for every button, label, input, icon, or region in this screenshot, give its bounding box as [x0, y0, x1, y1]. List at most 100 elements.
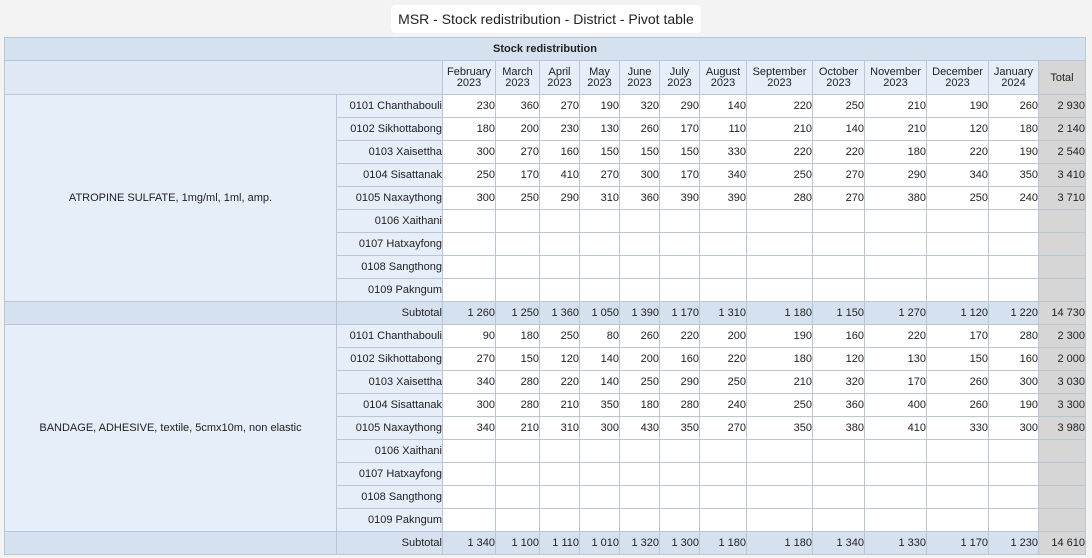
value-cell[interactable]: 310	[579, 186, 620, 210]
value-cell[interactable]: 270	[442, 347, 496, 371]
value-cell[interactable]	[812, 439, 865, 463]
value-cell[interactable]: 130	[864, 347, 927, 371]
value-cell[interactable]: 210	[746, 117, 813, 141]
value-cell[interactable]	[812, 508, 865, 532]
value-cell[interactable]: 110	[699, 117, 747, 141]
value-cell[interactable]	[988, 508, 1039, 532]
value-cell[interactable]	[926, 209, 989, 233]
month-header[interactable]: April 2023	[539, 60, 580, 95]
value-cell[interactable]: 330	[699, 140, 747, 164]
value-cell[interactable]	[539, 462, 580, 486]
value-cell[interactable]	[699, 462, 747, 486]
value-cell[interactable]: 340	[442, 370, 496, 394]
value-cell[interactable]: 300	[988, 416, 1039, 440]
value-cell[interactable]: 250	[812, 94, 865, 118]
value-cell[interactable]: 360	[619, 186, 660, 210]
value-cell[interactable]	[746, 255, 813, 279]
value-cell[interactable]: 350	[579, 393, 620, 417]
value-cell[interactable]: 270	[539, 94, 580, 118]
value-cell[interactable]: 150	[659, 140, 700, 164]
value-cell[interactable]	[495, 232, 540, 256]
value-cell[interactable]: 170	[926, 324, 989, 348]
value-cell[interactable]: 320	[619, 94, 660, 118]
month-header[interactable]: August 2023	[699, 60, 747, 95]
value-cell[interactable]	[864, 485, 927, 509]
value-cell[interactable]	[495, 255, 540, 279]
value-cell[interactable]: 250	[746, 393, 813, 417]
value-cell[interactable]: 300	[442, 140, 496, 164]
value-cell[interactable]: 250	[442, 163, 496, 187]
value-cell[interactable]: 360	[495, 94, 540, 118]
value-cell[interactable]: 170	[659, 117, 700, 141]
value-cell[interactable]	[988, 232, 1039, 256]
value-cell[interactable]	[812, 232, 865, 256]
value-cell[interactable]: 160	[812, 324, 865, 348]
value-cell[interactable]: 190	[926, 94, 989, 118]
value-cell[interactable]: 140	[699, 94, 747, 118]
value-cell[interactable]	[619, 209, 660, 233]
value-cell[interactable]: 280	[659, 393, 700, 417]
value-cell[interactable]: 250	[619, 370, 660, 394]
value-cell[interactable]: 220	[812, 140, 865, 164]
value-cell[interactable]: 300	[442, 393, 496, 417]
value-cell[interactable]	[442, 209, 496, 233]
value-cell[interactable]: 300	[988, 370, 1039, 394]
value-cell[interactable]	[746, 439, 813, 463]
value-cell[interactable]: 250	[746, 163, 813, 187]
value-cell[interactable]	[539, 485, 580, 509]
value-cell[interactable]	[699, 209, 747, 233]
value-cell[interactable]	[988, 209, 1039, 233]
value-cell[interactable]: 190	[746, 324, 813, 348]
value-cell[interactable]	[926, 462, 989, 486]
value-cell[interactable]: 260	[619, 324, 660, 348]
value-cell[interactable]: 280	[495, 370, 540, 394]
value-cell[interactable]: 210	[864, 94, 927, 118]
value-cell[interactable]: 230	[442, 94, 496, 118]
value-cell[interactable]: 80	[579, 324, 620, 348]
value-cell[interactable]	[988, 439, 1039, 463]
value-cell[interactable]	[495, 462, 540, 486]
value-cell[interactable]	[442, 439, 496, 463]
value-cell[interactable]: 200	[619, 347, 660, 371]
value-cell[interactable]: 220	[746, 140, 813, 164]
value-cell[interactable]	[579, 278, 620, 302]
value-cell[interactable]	[864, 439, 927, 463]
value-cell[interactable]: 150	[495, 347, 540, 371]
value-cell[interactable]	[442, 462, 496, 486]
value-cell[interactable]	[812, 255, 865, 279]
value-cell[interactable]	[539, 278, 580, 302]
value-cell[interactable]: 300	[619, 163, 660, 187]
value-cell[interactable]: 180	[619, 393, 660, 417]
value-cell[interactable]	[699, 485, 747, 509]
value-cell[interactable]	[495, 485, 540, 509]
month-header[interactable]: February 2023	[442, 60, 496, 95]
value-cell[interactable]: 220	[926, 140, 989, 164]
value-cell[interactable]	[746, 462, 813, 486]
value-cell[interactable]	[579, 209, 620, 233]
value-cell[interactable]: 150	[619, 140, 660, 164]
value-cell[interactable]: 220	[864, 324, 927, 348]
value-cell[interactable]: 170	[864, 370, 927, 394]
value-cell[interactable]	[579, 255, 620, 279]
value-cell[interactable]: 190	[988, 140, 1039, 164]
value-cell[interactable]	[619, 508, 660, 532]
value-cell[interactable]: 340	[926, 163, 989, 187]
value-cell[interactable]	[495, 209, 540, 233]
value-cell[interactable]	[699, 255, 747, 279]
value-cell[interactable]: 360	[812, 393, 865, 417]
value-cell[interactable]	[864, 209, 927, 233]
value-cell[interactable]: 120	[539, 347, 580, 371]
month-header[interactable]: June 2023	[619, 60, 660, 95]
value-cell[interactable]: 250	[495, 186, 540, 210]
value-cell[interactable]	[812, 278, 865, 302]
value-cell[interactable]: 250	[926, 186, 989, 210]
value-cell[interactable]	[812, 485, 865, 509]
value-cell[interactable]: 220	[659, 324, 700, 348]
value-cell[interactable]: 260	[619, 117, 660, 141]
value-cell[interactable]: 200	[699, 324, 747, 348]
value-cell[interactable]	[659, 255, 700, 279]
value-cell[interactable]	[539, 439, 580, 463]
value-cell[interactable]	[579, 508, 620, 532]
month-header[interactable]: January 2024	[988, 60, 1039, 95]
value-cell[interactable]: 340	[699, 163, 747, 187]
